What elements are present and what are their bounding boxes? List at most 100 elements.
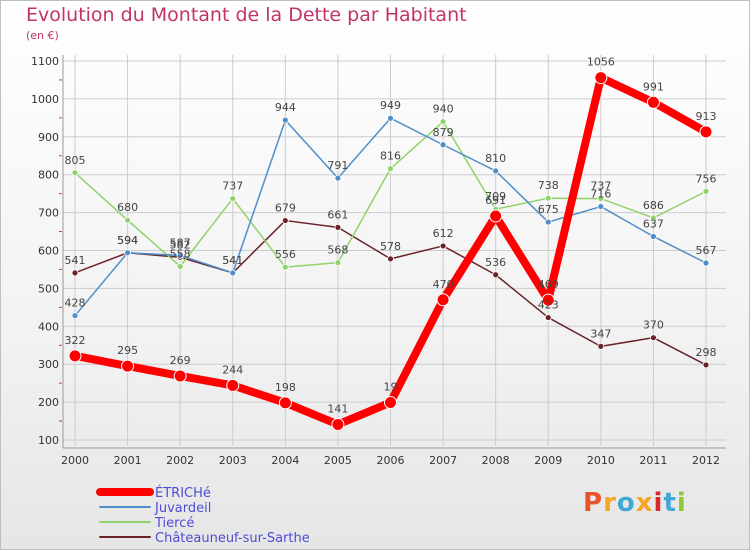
x-tick-label: 2009	[534, 454, 562, 467]
data-label: 578	[380, 240, 401, 253]
data-point	[281, 217, 289, 224]
data-point	[439, 242, 447, 250]
data-point	[71, 312, 79, 320]
data-point	[597, 195, 605, 202]
data-label: 949	[380, 99, 401, 112]
data-point	[226, 378, 240, 392]
data-point	[68, 349, 82, 363]
data-label: 568	[327, 244, 348, 257]
data-label: 756	[696, 172, 717, 185]
data-point	[544, 218, 552, 226]
data-label: 637	[643, 217, 664, 230]
data-point	[334, 223, 342, 231]
logo-letter: i	[653, 488, 664, 518]
data-label: 558	[170, 247, 191, 260]
legend-label: ÉTRICHé	[155, 485, 211, 501]
data-label: 805	[65, 154, 86, 167]
y-tick-label: 600	[38, 245, 59, 258]
x-tick-label: 2004	[271, 454, 299, 467]
data-point	[229, 195, 237, 202]
data-label: 541	[222, 254, 243, 267]
data-label: 582	[170, 238, 191, 251]
x-tick-label: 2005	[324, 454, 352, 467]
data-label: 737	[222, 180, 243, 193]
data-point	[71, 269, 79, 277]
data-point	[331, 417, 345, 431]
data-point	[121, 359, 135, 373]
data-label: 423	[538, 299, 559, 312]
data-point	[702, 187, 710, 195]
data-label: 661	[327, 208, 348, 221]
data-label: 19	[384, 380, 398, 393]
data-point	[597, 203, 605, 210]
data-label: 686	[643, 199, 664, 212]
x-tick-label: 2012	[692, 454, 720, 467]
data-label: 675	[538, 203, 559, 216]
data-point	[387, 165, 394, 173]
legend: ÉTRICHéJuvardeilTiercéChâteauneuf-sur-Sa…	[96, 485, 310, 546]
data-label: 913	[696, 110, 717, 123]
x-tick-label: 2010	[587, 454, 615, 467]
x-tick-label: 2007	[429, 454, 457, 467]
data-point	[281, 116, 289, 124]
y-tick-label: 200	[38, 396, 59, 409]
data-label: 295	[117, 344, 138, 357]
data-label: 594	[117, 234, 138, 247]
data-point	[492, 167, 500, 175]
data-label: 470	[433, 278, 454, 291]
data-point	[384, 395, 397, 409]
data-label: 556	[275, 248, 296, 261]
x-tick-label: 2002	[166, 454, 194, 467]
data-label: 536	[485, 256, 506, 269]
data-label: 691	[485, 194, 506, 207]
legend-label: Tiercé	[154, 516, 194, 531]
data-label: 567	[696, 244, 717, 257]
data-label: 709	[485, 190, 506, 203]
data-label: 594	[117, 234, 138, 247]
x-tick-label: 2008	[482, 454, 510, 467]
data-label: 679	[275, 202, 296, 215]
data-label: 737	[590, 180, 611, 193]
data-point	[492, 271, 500, 279]
data-label: 612	[433, 227, 454, 240]
data-point	[173, 369, 187, 383]
x-tick-label: 2000	[61, 454, 89, 467]
data-point	[334, 259, 342, 267]
data-point	[544, 194, 552, 202]
data-label: 428	[65, 297, 86, 310]
data-label: 716	[590, 188, 611, 201]
y-tick-label: 500	[38, 282, 59, 295]
data-label: 944	[275, 101, 296, 114]
legend-label: Châteauneuf-sur-Sarthe	[155, 531, 310, 546]
data-label: 1056	[587, 56, 615, 69]
y-tick-label: 300	[38, 358, 59, 371]
y-tick-label: 800	[38, 169, 59, 182]
data-label: 370	[643, 319, 664, 332]
data-label: 991	[643, 80, 664, 93]
data-label: 680	[117, 201, 138, 214]
data-label: 198	[275, 381, 296, 394]
data-label: 738	[538, 179, 559, 192]
data-point	[124, 249, 131, 257]
y-tick-label: 700	[38, 207, 59, 220]
logo-letter: o	[616, 488, 636, 518]
data-label: 469	[538, 278, 559, 291]
data-point	[278, 396, 292, 410]
data-point	[702, 361, 710, 369]
data-label: 879	[433, 126, 454, 139]
axes: 100 200 300 400 500 600 700 800 900 1000 1100 2000 2…	[31, 55, 726, 467]
logo-letter: i	[676, 488, 687, 518]
data-point	[439, 141, 447, 149]
data-point	[650, 214, 657, 222]
chart-title: Evolution du Montant de la Dette par Hab…	[26, 4, 467, 26]
data-point	[650, 233, 657, 240]
logo-letter: P	[583, 488, 604, 518]
data-label: 244	[222, 363, 243, 376]
data-point	[702, 259, 710, 267]
data-label: 541	[65, 254, 86, 267]
data-labels: 541 594 582 541 679 661 578 612 536 423 347 370 298 8…	[65, 56, 717, 416]
data-label: 810	[485, 152, 506, 165]
data-point	[541, 293, 555, 307]
x-tick-label: 2001	[114, 454, 142, 467]
